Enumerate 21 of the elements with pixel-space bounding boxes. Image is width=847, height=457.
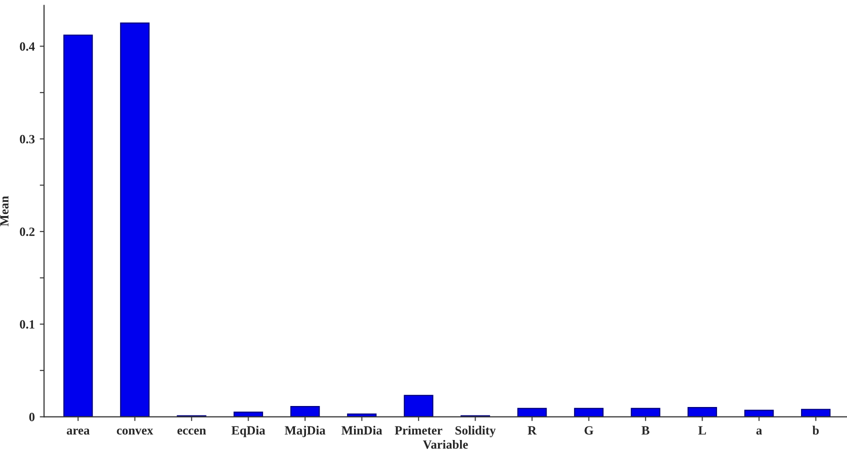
x-tick-label: area xyxy=(66,428,90,435)
y-tick-label: 0.3 xyxy=(20,134,35,144)
y-axis-title: Mean xyxy=(0,196,9,226)
x-tick-label: EqDia xyxy=(232,426,266,438)
y-tick-label: 0.2 xyxy=(20,228,34,236)
y-tick-label: 0 xyxy=(29,412,35,422)
x-axis-title: Variable xyxy=(422,440,468,449)
x-tick-label: eccen xyxy=(177,428,206,435)
x-tick-label: MajDia xyxy=(284,426,326,438)
x-tick-label: L xyxy=(698,426,706,434)
x-tick-label: Solidity xyxy=(455,426,496,438)
x-tick-label: B xyxy=(642,426,650,435)
x-tick-label: Primeter xyxy=(394,426,442,435)
x-tick-label: b xyxy=(812,426,819,435)
x-tick-label: a xyxy=(756,428,762,435)
x-tick-label: convex xyxy=(116,428,154,435)
y-tick-label: 0.4 xyxy=(20,42,35,51)
x-tick-label: MinDia xyxy=(342,426,382,435)
x-tick-label: R xyxy=(528,426,537,434)
x-tick-label: G xyxy=(584,426,594,435)
y-tick-label: 0.1 xyxy=(20,320,34,329)
